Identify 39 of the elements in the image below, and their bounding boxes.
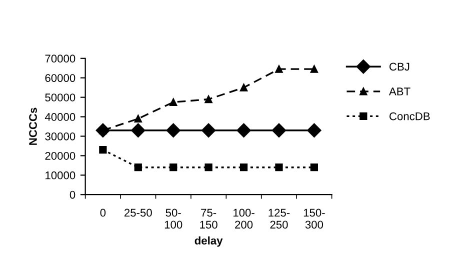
point [166, 123, 180, 138]
point [240, 164, 248, 172]
legend-label: ConcDB [390, 112, 430, 120]
y-axis-title: NCCCs [29, 108, 37, 145]
x-tick-label: 0 [100, 208, 106, 217]
point [204, 164, 212, 172]
y-tick-label: 50000 [45, 94, 76, 102]
legend-label: CBJ [390, 62, 410, 71]
y-tick-label: 10000 [46, 171, 76, 180]
point [275, 164, 283, 172]
point [310, 164, 318, 172]
point [272, 123, 286, 138]
point [131, 123, 146, 138]
x-axis-title: delay [194, 236, 223, 247]
y-tick-label: 70000 [45, 54, 76, 63]
x-tick-label: 150- 300 [304, 208, 325, 229]
x-tick-label: 50- 100 [164, 208, 182, 229]
y-tick-label: 20000 [45, 152, 76, 160]
point [170, 164, 178, 172]
x-tick-label: 100- 200 [234, 208, 254, 229]
y-tick-label: 60000 [45, 74, 76, 82]
point [134, 114, 142, 123]
point [170, 98, 178, 106]
point [310, 65, 318, 73]
y-tick-label: 30000 [45, 132, 76, 140]
point [204, 95, 212, 104]
y-tick-label: 0 [70, 190, 76, 199]
point [99, 146, 107, 154]
point [201, 123, 216, 138]
point [307, 123, 322, 138]
point [275, 65, 283, 73]
legend-label: ABT [388, 88, 410, 96]
y-tick-label: 40000 [44, 113, 76, 121]
point [134, 164, 142, 172]
point [240, 84, 248, 92]
x-tick-label: 25-50 [124, 208, 152, 217]
point [236, 123, 251, 138]
x-tick-label: 75- 150 [200, 208, 218, 229]
x-tick-label: 125- 250 [268, 208, 290, 229]
